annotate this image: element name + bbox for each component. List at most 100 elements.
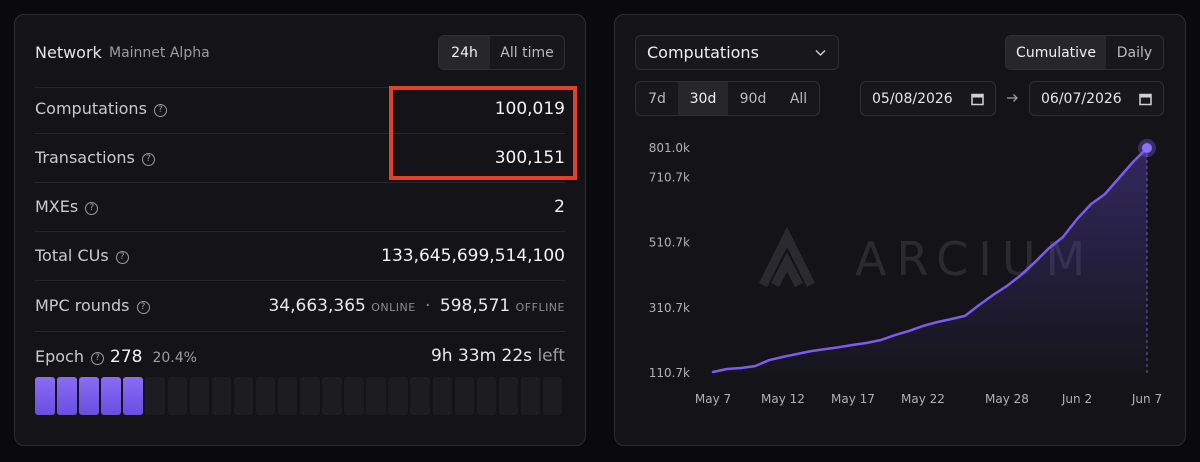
row-label: Computations? bbox=[35, 99, 167, 118]
date: 06/07/2026 bbox=[1041, 90, 1122, 107]
x-tick-label: May 22 bbox=[901, 392, 945, 406]
progress-segment bbox=[322, 377, 342, 415]
divider bbox=[35, 87, 565, 88]
line bbox=[711, 146, 1149, 374]
online: 34,663,365 bbox=[268, 296, 366, 316]
row-label: MXEs? bbox=[35, 197, 99, 216]
highlight-box bbox=[389, 86, 577, 180]
help-icon: ? bbox=[153, 104, 167, 117]
help-icon: ? bbox=[85, 202, 99, 215]
label: Epoch bbox=[35, 347, 84, 366]
range-button[interactable]: 30d bbox=[678, 82, 728, 115]
label: Computations bbox=[35, 99, 147, 118]
row-label: Total CUs? bbox=[35, 246, 129, 265]
offline: 598,571 bbox=[439, 296, 511, 316]
x-tick-label: May 17 bbox=[831, 392, 875, 406]
progress-segment bbox=[454, 377, 475, 415]
help-icon: ? bbox=[141, 153, 155, 166]
period-toggle: 24h All time bbox=[438, 35, 565, 70]
progress-segment bbox=[145, 377, 165, 415]
progress-segment bbox=[498, 377, 519, 415]
y-tick-label: 510.7k bbox=[649, 236, 690, 250]
offline-label: OFFLINE bbox=[515, 301, 565, 314]
progress-segment bbox=[344, 377, 364, 415]
progress-segment bbox=[211, 377, 232, 415]
x-tick-label: May 12 bbox=[761, 392, 805, 406]
online-label: ONLINE bbox=[371, 301, 416, 314]
progress-segment bbox=[432, 377, 453, 415]
mode-button[interactable]: Daily bbox=[1116, 44, 1153, 61]
metric: Computations bbox=[647, 43, 759, 62]
help-icon: ? bbox=[115, 251, 129, 264]
end-dot bbox=[1142, 143, 1152, 153]
epoch-number: 278 bbox=[110, 347, 143, 367]
remaining: 9h 33m 22s bbox=[430, 346, 533, 366]
progress-segment bbox=[300, 377, 320, 415]
divider bbox=[35, 231, 565, 232]
mpc-values: 34,663,365 ONLINE · 598,571 OFFLINE bbox=[268, 296, 565, 316]
range-button[interactable]: 7d bbox=[648, 90, 666, 107]
y-tick-label: 310.7k bbox=[649, 301, 690, 315]
y-tick-label: 801.0k bbox=[649, 141, 690, 155]
progress-segment bbox=[233, 377, 254, 415]
progress-segment bbox=[167, 377, 188, 415]
row-value: 100,019 bbox=[494, 99, 565, 119]
progress-segment bbox=[101, 377, 121, 415]
progress-segment bbox=[366, 377, 386, 415]
date-to[interactable]: 06/07/2026 bbox=[1029, 81, 1164, 116]
range-button[interactable]: All bbox=[789, 90, 808, 107]
mode-button[interactable]: Cumulative bbox=[1006, 36, 1106, 69]
divider bbox=[35, 280, 565, 281]
range-button[interactable]: 90d bbox=[739, 90, 767, 107]
chevron bbox=[815, 49, 826, 57]
calendar-icon bbox=[971, 93, 984, 106]
x-tick-label: May 28 bbox=[985, 392, 1029, 406]
epoch-progress-bar bbox=[35, 377, 565, 415]
row-value: 133,645,699,514,100 bbox=[381, 246, 565, 266]
progress-segment bbox=[255, 377, 276, 415]
label: Transactions bbox=[35, 148, 135, 167]
calendar-icon bbox=[1139, 93, 1152, 106]
range-toggle: 7d 30d 90d All bbox=[635, 81, 820, 116]
progress-segment bbox=[79, 377, 99, 415]
divider bbox=[35, 133, 565, 134]
separator: · bbox=[425, 296, 431, 316]
date: 05/08/2026 bbox=[872, 90, 953, 107]
area bbox=[713, 148, 1147, 373]
progress-segment bbox=[476, 377, 497, 415]
date-from[interactable]: 05/08/2026 bbox=[860, 81, 996, 116]
progress-segment bbox=[57, 377, 77, 415]
divider bbox=[35, 331, 565, 332]
period-button[interactable]: 24h bbox=[439, 36, 490, 69]
epoch-progress: 20.4% bbox=[152, 350, 197, 366]
mode-toggle: Cumulative Daily bbox=[1005, 35, 1164, 70]
progress-segment bbox=[388, 377, 408, 415]
progress-segment bbox=[520, 377, 541, 415]
label: MXEs bbox=[35, 197, 79, 216]
epoch-label: Epoch? 278 20.4% bbox=[35, 347, 197, 367]
progress-segment bbox=[35, 377, 55, 415]
epoch-remaining: 9h 33m 22s left bbox=[431, 346, 565, 366]
progress-segment bbox=[189, 377, 210, 415]
row-label: Transactions? bbox=[35, 148, 155, 167]
progress-segment bbox=[277, 377, 298, 415]
y-tick-label: 710.7k bbox=[649, 170, 690, 184]
y-tick-label: 110.7k bbox=[649, 366, 690, 380]
label: Total CUs bbox=[35, 246, 109, 265]
arrow bbox=[1007, 94, 1018, 102]
row-label: MPC rounds? bbox=[35, 296, 150, 315]
title: Network bbox=[35, 43, 102, 62]
remaining-label: left bbox=[537, 346, 565, 366]
progress-segment bbox=[542, 377, 563, 415]
metric-dropdown[interactable]: Computations bbox=[635, 35, 839, 70]
period-button[interactable]: All time bbox=[500, 44, 554, 61]
label: MPC rounds bbox=[35, 296, 130, 315]
subtitle: Mainnet Alpha bbox=[109, 45, 210, 61]
progress-segment bbox=[123, 377, 143, 415]
watermark-logo bbox=[758, 226, 816, 288]
divider bbox=[35, 182, 565, 183]
row-value: 2 bbox=[554, 197, 565, 217]
progress-segment bbox=[410, 377, 430, 415]
